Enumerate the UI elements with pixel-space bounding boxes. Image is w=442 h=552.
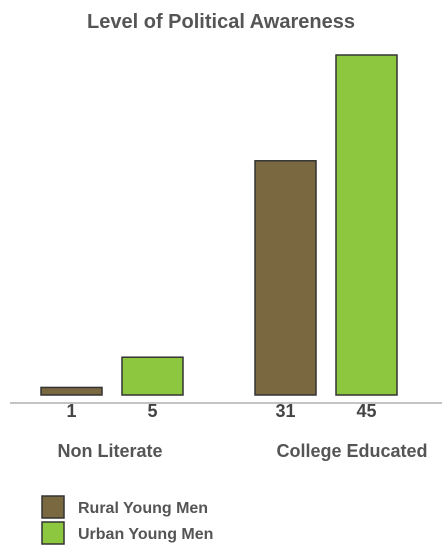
bar-rural-young-men-non-literate — [40, 386, 103, 396]
value-label-rural-young-men-non-literate: 1 — [66, 401, 76, 421]
category-labels-group: Non Literate College Educated — [57, 441, 427, 461]
value-label-urban-young-men-non-literate: 5 — [147, 401, 157, 421]
bars-group — [40, 54, 398, 396]
chart-title: Level of Political Awareness — [87, 11, 355, 33]
legend: Rural Young Men Urban Young Men — [41, 495, 213, 545]
legend-label-rural-young-men: Rural Young Men — [78, 500, 208, 517]
category-label-non-literate: Non Literate — [57, 441, 162, 461]
value-labels-group: 1 5 31 45 — [66, 401, 376, 421]
legend-swatch-urban-young-men — [41, 521, 65, 545]
legend-label-urban-young-men: Urban Young Men — [78, 526, 213, 543]
value-label-rural-young-men-college-educated: 31 — [275, 401, 295, 421]
category-label-college-educated: College Educated — [276, 441, 427, 461]
value-label-urban-young-men-college-educated: 45 — [356, 401, 376, 421]
legend-swatch-rural-young-men — [41, 495, 65, 519]
bar-urban-young-men-non-literate — [121, 356, 184, 396]
bar-urban-young-men-college-educated — [335, 54, 398, 396]
bar-rural-young-men-college-educated — [254, 160, 317, 396]
